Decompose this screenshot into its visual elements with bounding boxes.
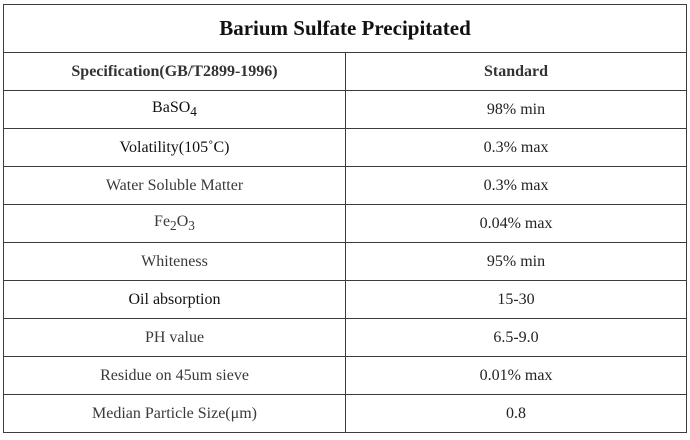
formula-base: BaSO xyxy=(152,98,191,116)
row-value: 95% min xyxy=(345,242,687,281)
row-parameter-fe2o3: Fe2O3 xyxy=(3,204,346,243)
row-parameter: Water Soluble Matter xyxy=(3,166,346,205)
table-row: PH value 6.5-9.0 xyxy=(3,318,687,357)
table-row: BaSO4 98% min xyxy=(3,90,687,129)
table-row: Whiteness 95% min xyxy=(3,242,687,281)
table-row: Residue on 45um sieve 0.01% max xyxy=(3,356,687,395)
row-parameter: Median Particle Size(μm) xyxy=(3,394,346,433)
formula-base: Fe xyxy=(154,212,171,230)
row-value: 0.3% max xyxy=(345,128,687,167)
formula-subscript: 3 xyxy=(188,218,195,234)
row-parameter: Volatility(105˚C) xyxy=(3,128,346,167)
header-row: Specification(GB/T2899-1996) Standard xyxy=(3,52,687,91)
row-parameter: Oil absorption xyxy=(3,280,346,319)
table-row: Water Soluble Matter 0.3% max xyxy=(3,166,687,205)
row-value: 0.01% max xyxy=(345,356,687,395)
row-parameter: Whiteness xyxy=(3,242,346,281)
formula-subscript: 4 xyxy=(190,104,197,120)
standard-header: Standard xyxy=(345,52,687,91)
row-value: 0.3% max xyxy=(345,166,687,205)
row-value: 6.5-9.0 xyxy=(345,318,687,357)
table-title: Barium Sulfate Precipitated xyxy=(3,4,687,53)
row-value: 98% min xyxy=(345,90,687,129)
row-parameter-baso4: BaSO4 xyxy=(3,90,346,129)
spec-table: Barium Sulfate Precipitated Specificatio… xyxy=(3,4,687,433)
title-row: Barium Sulfate Precipitated xyxy=(3,4,687,53)
row-value: 0.04% max xyxy=(345,204,687,243)
formula-tail: O xyxy=(176,212,189,230)
table-row: Median Particle Size(μm) 0.8 xyxy=(3,394,687,433)
table-row: Oil absorption 15-30 xyxy=(3,280,687,319)
row-parameter: Residue on 45um sieve xyxy=(3,356,346,395)
row-value: 15-30 xyxy=(345,280,687,319)
specification-header: Specification(GB/T2899-1996) xyxy=(3,52,346,91)
table-row: Volatility(105˚C) 0.3% max xyxy=(3,128,687,167)
row-value: 0.8 xyxy=(345,394,687,433)
row-parameter: PH value xyxy=(3,318,346,357)
formula-subscript: 2 xyxy=(170,218,177,234)
table-row: Fe2O3 0.04% max xyxy=(3,204,687,243)
